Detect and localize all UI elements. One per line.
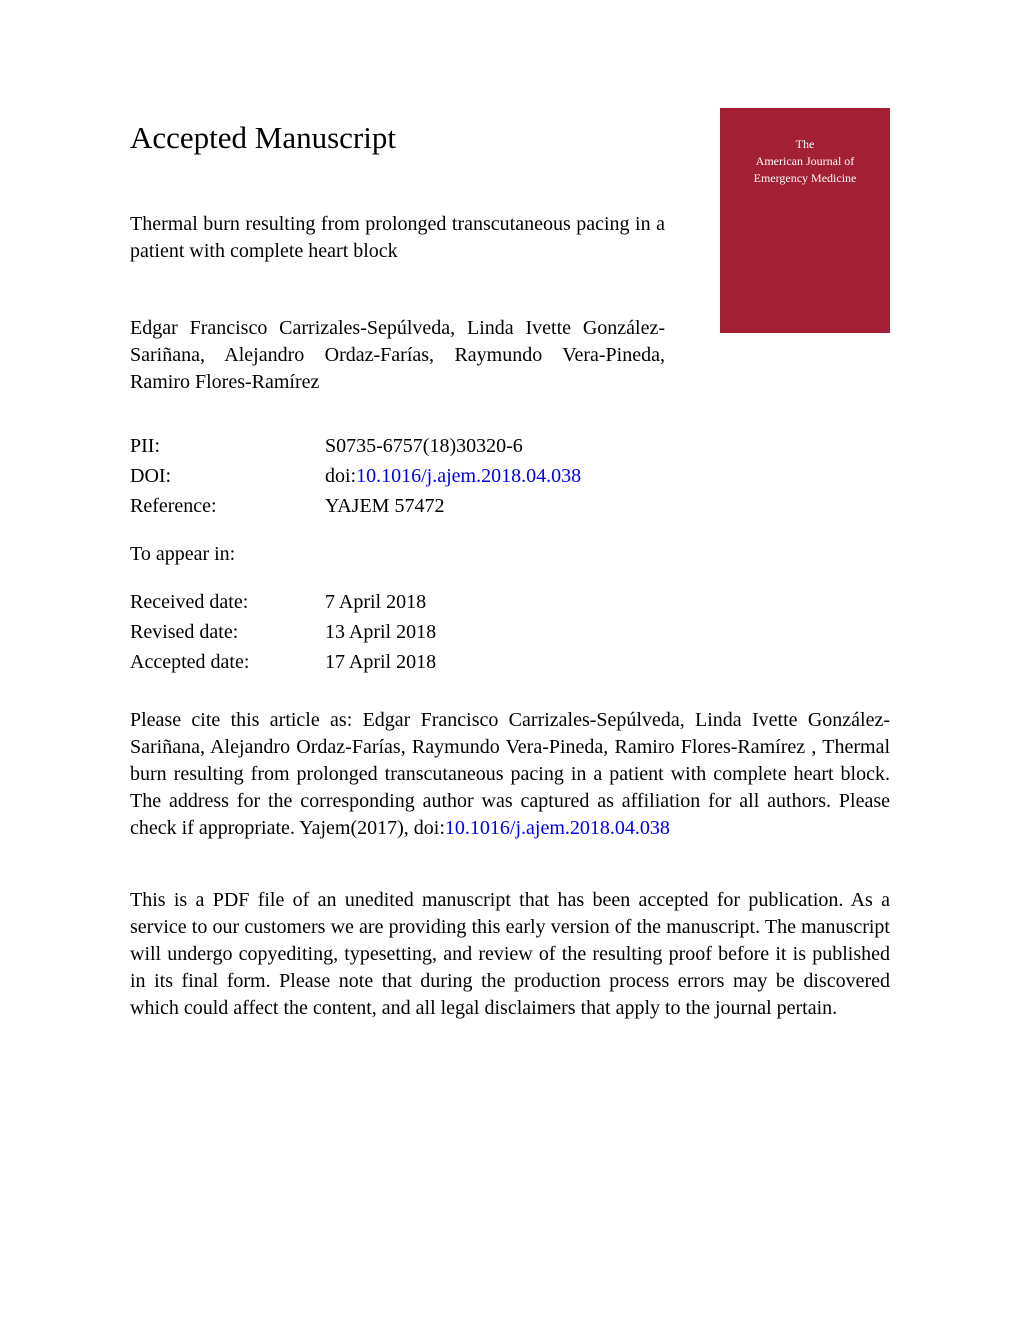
journal-cover-image: The American Journal of Emergency Medici… bbox=[720, 108, 890, 333]
doi-label: DOI: bbox=[130, 461, 325, 491]
received-label: Received date: bbox=[130, 587, 325, 617]
metadata-row-received: Received date: 7 April 2018 bbox=[130, 587, 890, 617]
cover-line-2: American Journal of bbox=[756, 154, 855, 168]
received-value: 7 April 2018 bbox=[325, 587, 426, 617]
accepted-label: Accepted date: bbox=[130, 647, 325, 677]
pii-value: S0735-6757(18)30320-6 bbox=[325, 431, 523, 461]
metadata-group-2: To appear in: bbox=[130, 539, 890, 569]
metadata-group-3: Received date: 7 April 2018 Revised date… bbox=[130, 587, 890, 677]
disclaimer-paragraph: This is a PDF file of an unedited manusc… bbox=[130, 887, 890, 1022]
metadata-row-accepted: Accepted date: 17 April 2018 bbox=[130, 647, 890, 677]
metadata-row-doi: DOI: doi:10.1016/j.ajem.2018.04.038 bbox=[130, 461, 890, 491]
reference-label: Reference: bbox=[130, 491, 325, 521]
metadata-row-revised: Revised date: 13 April 2018 bbox=[130, 617, 890, 647]
cover-line-3: Emergency Medicine bbox=[754, 171, 857, 185]
journal-cover-title: The American Journal of Emergency Medici… bbox=[754, 136, 857, 186]
doi-value: doi:10.1016/j.ajem.2018.04.038 bbox=[325, 461, 581, 491]
metadata-table: PII: S0735-6757(18)30320-6 DOI: doi:10.1… bbox=[130, 431, 890, 677]
revised-label: Revised date: bbox=[130, 617, 325, 647]
header-section: Accepted Manuscript The American Journal… bbox=[130, 120, 890, 396]
doi-prefix: doi: bbox=[325, 465, 356, 487]
doi-link[interactable]: 10.1016/j.ajem.2018.04.038 bbox=[356, 465, 581, 487]
metadata-row-pii: PII: S0735-6757(18)30320-6 bbox=[130, 431, 890, 461]
accepted-value: 17 April 2018 bbox=[325, 647, 436, 677]
revised-value: 13 April 2018 bbox=[325, 617, 436, 647]
article-title: Thermal burn resulting from prolonged tr… bbox=[130, 211, 665, 265]
authors-list: Edgar Francisco Carrizales-Sepúlveda, Li… bbox=[130, 315, 665, 396]
cover-line-1: The bbox=[796, 137, 815, 151]
citation-doi-link[interactable]: 10.1016/j.ajem.2018.04.038 bbox=[445, 817, 670, 839]
appear-label: To appear in: bbox=[130, 539, 325, 569]
metadata-row-reference: Reference: YAJEM 57472 bbox=[130, 491, 890, 521]
reference-value: YAJEM 57472 bbox=[325, 491, 444, 521]
metadata-group-1: PII: S0735-6757(18)30320-6 DOI: doi:10.1… bbox=[130, 431, 890, 521]
citation-paragraph: Please cite this article as: Edgar Franc… bbox=[130, 707, 890, 842]
pii-label: PII: bbox=[130, 431, 325, 461]
metadata-row-appear: To appear in: bbox=[130, 539, 890, 569]
